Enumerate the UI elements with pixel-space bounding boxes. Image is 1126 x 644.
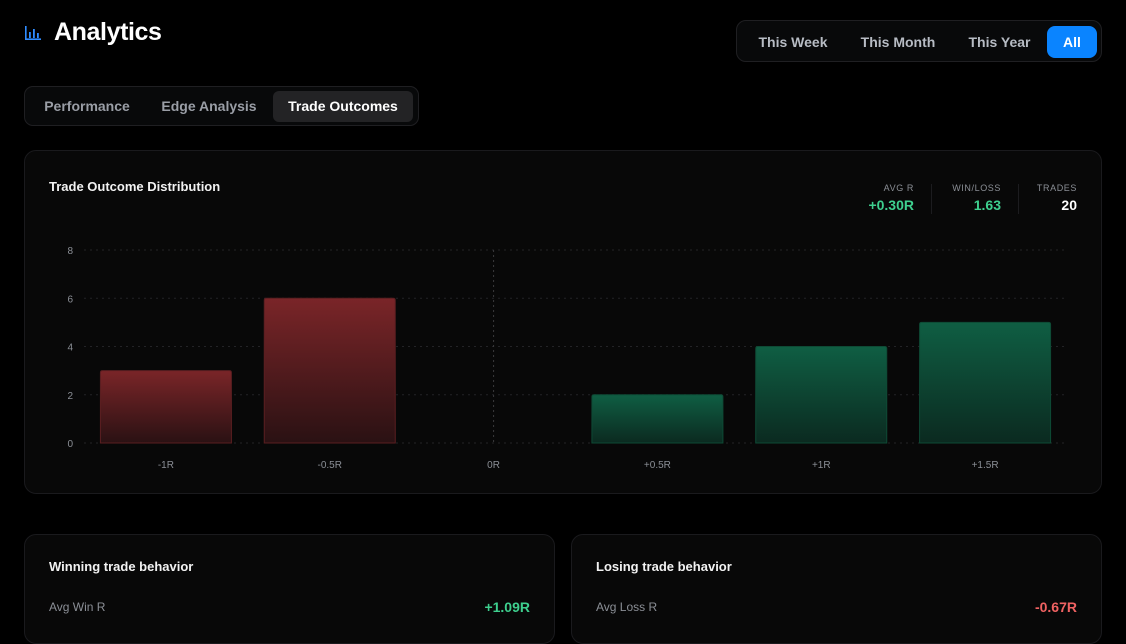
avg-win-label: Avg Win R [49, 600, 106, 614]
bar-+0.5R[interactable] [591, 394, 724, 444]
tab-trade-outcomes[interactable]: Trade Outcomes [273, 91, 413, 122]
y-tick-label: 2 [67, 391, 73, 402]
avg-win-row: Avg Win R +1.09R [49, 599, 530, 615]
analytics-tabs: Performance Edge Analysis Trade Outcomes [24, 86, 419, 126]
range-this-month[interactable]: This Month [860, 34, 936, 50]
y-tick-label: 8 [67, 246, 73, 257]
page-header: Analytics [24, 18, 162, 47]
stat-trades: TRADES 20 [1026, 183, 1077, 213]
range-this-year[interactable]: This Year [968, 34, 1031, 50]
stat-avg-r-label: AVG R [883, 183, 914, 193]
stat-win-loss-label: WIN/LOSS [952, 183, 1001, 193]
x-tick-label: -0.5R [318, 460, 342, 471]
y-tick-label: 4 [67, 343, 73, 354]
avg-loss-row: Avg Loss R -0.67R [596, 599, 1077, 615]
range-this-week[interactable]: This Week [758, 34, 828, 50]
stat-divider [1018, 184, 1019, 214]
winning-behavior-card: Winning trade behavior Avg Win R +1.09R [24, 534, 555, 644]
range-all[interactable]: All [1047, 26, 1097, 58]
x-tick-label: -1R [158, 460, 174, 471]
y-tick-label: 6 [67, 294, 73, 305]
stat-divider [931, 184, 932, 214]
page-title: Analytics [54, 18, 162, 46]
y-tick-label: 0 [67, 439, 73, 450]
stat-win-loss: WIN/LOSS 1.63 [940, 183, 1001, 213]
tab-edge-analysis[interactable]: Edge Analysis [161, 98, 257, 114]
distribution-title: Trade Outcome Distribution [49, 179, 221, 194]
stat-trades-value: 20 [1061, 197, 1077, 213]
x-tick-label: +1R [812, 460, 831, 471]
bar--1R[interactable] [99, 370, 232, 444]
stat-win-loss-value: 1.63 [973, 197, 1001, 213]
tab-performance[interactable]: Performance [44, 98, 130, 114]
bar-chart-icon [25, 25, 41, 40]
bar--0.5R[interactable] [263, 297, 396, 444]
stat-avg-r-value: +0.30R [868, 197, 914, 213]
winning-behavior-title: Winning trade behavior [49, 559, 194, 574]
stat-trades-label: TRADES [1036, 183, 1077, 193]
x-tick-label: +1.5R [972, 460, 999, 471]
bar-+1R[interactable] [755, 346, 888, 444]
x-tick-label: 0R [487, 460, 500, 471]
avg-loss-label: Avg Loss R [596, 600, 658, 614]
avg-win-value: +1.09R [484, 599, 530, 615]
x-tick-label: +0.5R [644, 460, 671, 471]
bar-+1.5R[interactable] [919, 321, 1052, 444]
losing-behavior-title: Losing trade behavior [596, 559, 732, 574]
avg-loss-value: -0.67R [1034, 599, 1077, 615]
stat-avg-r: AVG R +0.30R [852, 183, 914, 213]
time-range-filter: This Week This Month This Year All [736, 20, 1102, 62]
losing-behavior-card: Losing trade behavior Avg Loss R -0.67R [571, 534, 1102, 644]
